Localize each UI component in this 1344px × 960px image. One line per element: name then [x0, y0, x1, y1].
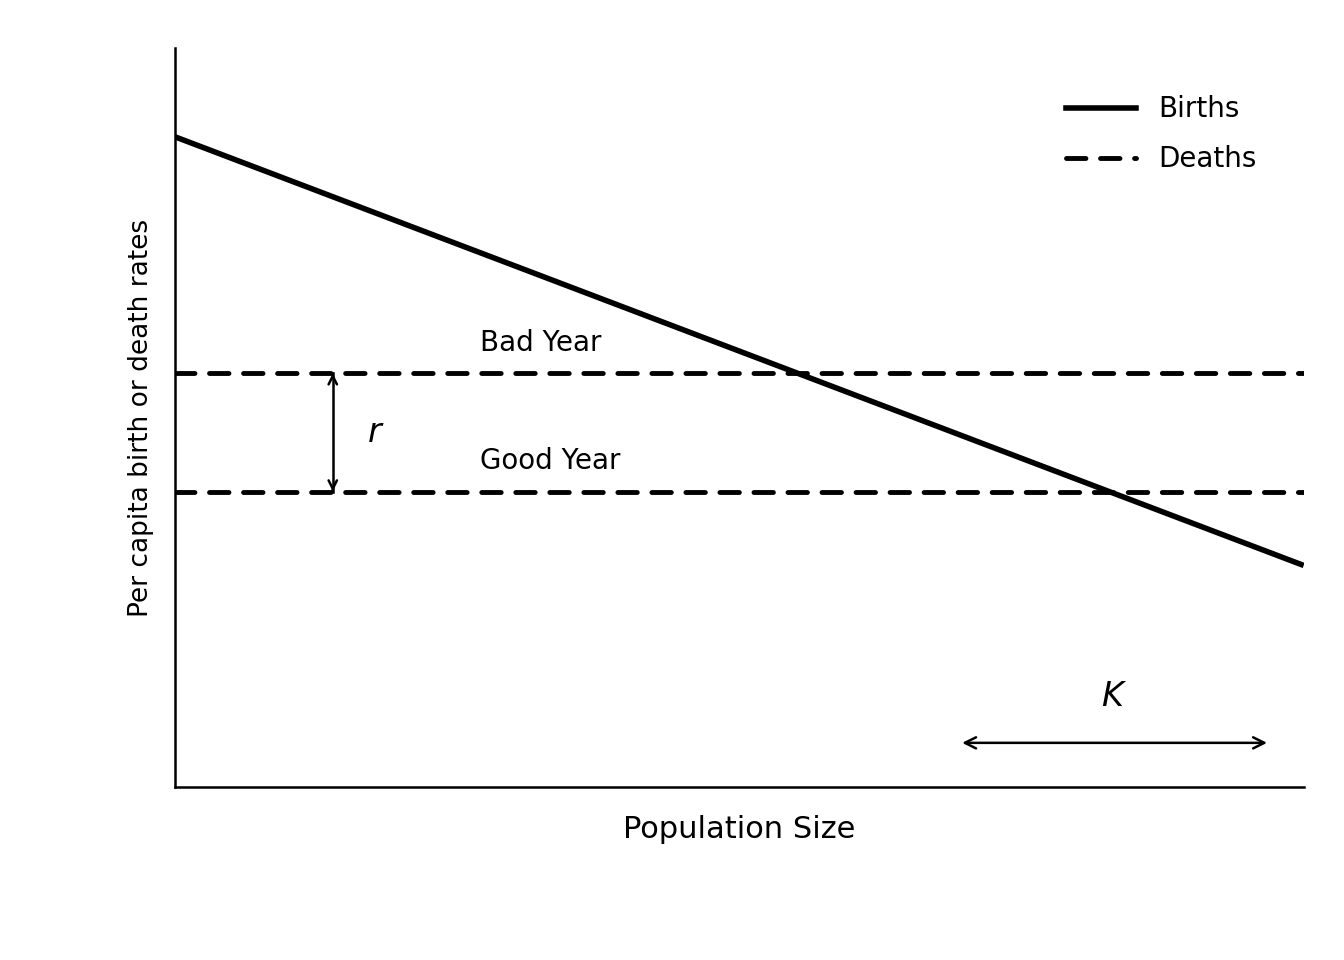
Text: Good Year: Good Year — [480, 447, 620, 475]
Y-axis label: Per capita birth or death rates: Per capita birth or death rates — [128, 219, 153, 616]
Text: $K$: $K$ — [1101, 681, 1128, 713]
Text: Bad Year: Bad Year — [480, 329, 601, 357]
Text: $r$: $r$ — [367, 416, 384, 449]
X-axis label: Population Size: Population Size — [624, 815, 855, 844]
Legend: Births, Deaths: Births, Deaths — [1034, 61, 1290, 206]
